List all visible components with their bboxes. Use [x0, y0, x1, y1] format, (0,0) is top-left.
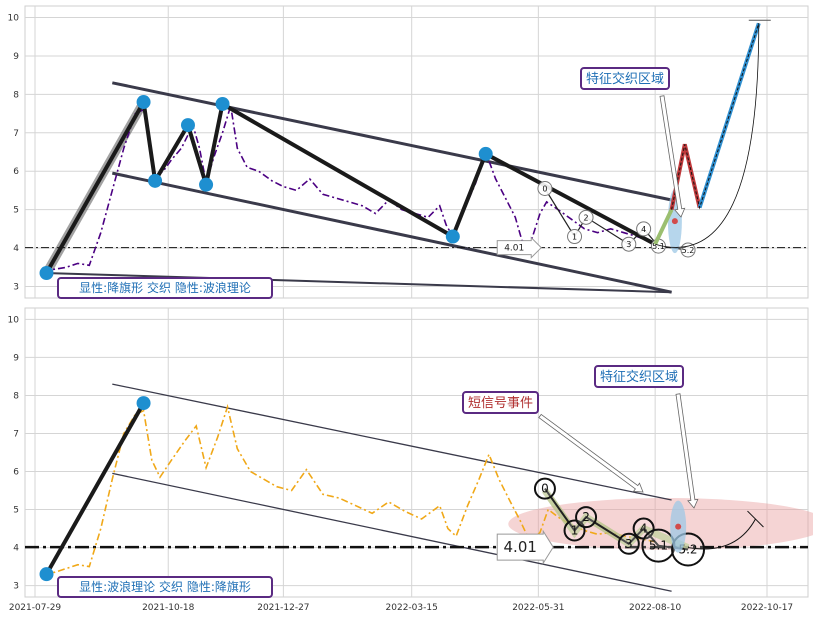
- feature-zone-dot: [671, 218, 678, 225]
- y-tick-label: 7: [13, 429, 19, 439]
- wave-label: 0: [542, 185, 547, 194]
- wave-label: 2: [582, 510, 590, 524]
- wave-label: 1: [571, 523, 579, 537]
- signal-zone: [508, 497, 813, 550]
- y-tick-label: 5: [13, 206, 19, 216]
- wave-marker: [537, 181, 553, 196]
- projection-arc: [687, 518, 756, 550]
- zigzag-line: [44, 402, 146, 576]
- wave-label: 5.2: [682, 246, 695, 255]
- wave-label: 5.1: [652, 242, 665, 251]
- wave-label: 3: [625, 537, 633, 551]
- wave-marker: [621, 236, 637, 252]
- feature-zone-dot: [675, 523, 682, 530]
- y-tick-label: 7: [13, 129, 19, 139]
- feature-zone-arrow: [659, 95, 686, 218]
- short-signal-label-box: [462, 391, 539, 414]
- pivot-point: [39, 266, 54, 281]
- pivot-point: [215, 96, 230, 111]
- y-tick-label: 6: [13, 468, 19, 478]
- feature-zone-label: 特征交织区域: [600, 369, 678, 385]
- y-tick-label: 10: [8, 14, 20, 24]
- pivot-point: [180, 118, 195, 133]
- y-tick-label: 3: [13, 282, 19, 292]
- wave-label: 3: [626, 240, 631, 249]
- wave-marker: [617, 532, 640, 555]
- level-label-box: [496, 529, 554, 565]
- wave-marker: [578, 209, 594, 225]
- feature-zone-label: 特征交织区域: [586, 71, 664, 87]
- feature-zone-label-box: [580, 67, 670, 90]
- pattern-label: 显性:降旗形 交织 隐性:波浪理论: [79, 280, 251, 295]
- x-tick-label: 2021-12-27: [257, 603, 309, 613]
- y-tick-label: 8: [13, 391, 19, 401]
- feature-zone-arrow: [675, 393, 699, 509]
- pivot-point: [136, 396, 151, 411]
- y-tick-label: 10: [8, 315, 20, 325]
- y-tick-label: 9: [13, 353, 19, 363]
- wave-label: 2: [584, 213, 589, 222]
- y-tick-label: 4: [13, 544, 19, 554]
- wave-marker: [636, 221, 652, 237]
- x-tick-label: 2022-05-31: [512, 603, 564, 613]
- y-tick-label: 4: [13, 244, 19, 254]
- pivot-point: [445, 229, 460, 244]
- wave-label: 4: [640, 522, 648, 536]
- x-tick-label: 2021-10-18: [142, 603, 195, 613]
- pattern-label-box: [57, 277, 273, 299]
- pattern-label: 显性:波浪理论 交织 隐性:降旗形: [79, 579, 251, 594]
- wave-line: [544, 488, 689, 551]
- pivot-point: [39, 567, 54, 582]
- pivot-point: [148, 173, 163, 188]
- channel-base: [44, 272, 672, 294]
- y-tick-label: 6: [13, 167, 19, 177]
- x-tick-label: 2022-10-17: [741, 603, 793, 613]
- projection-cap: [747, 510, 764, 528]
- short-signal-label: 短信号事件: [468, 396, 533, 411]
- feature-zone-label-box: [594, 365, 684, 388]
- y-tick-label: 5: [13, 506, 19, 516]
- pivot-point: [478, 146, 493, 161]
- pivot-point: [199, 177, 214, 192]
- wave-label: 5.1: [649, 539, 668, 553]
- wave-marker: [575, 506, 598, 529]
- y-tick-label: 9: [13, 52, 19, 62]
- y-tick-label: 8: [13, 90, 19, 100]
- x-tick-label: 2022-03-15: [386, 603, 438, 613]
- channel-lower: [111, 171, 672, 294]
- x-tick-label: 2021-07-29: [9, 603, 62, 613]
- x-axis: 2021-07-29 2021-10-18 2021-12-27 2022-03-15…: [9, 603, 793, 613]
- wave-label: 4: [641, 225, 646, 234]
- wave-label: 1: [572, 233, 577, 242]
- x-tick-label: 2022-08-10: [629, 603, 682, 613]
- projection-blue: [697, 22, 761, 209]
- channel-upper: [112, 383, 672, 501]
- level-label: 4.01: [504, 538, 537, 556]
- projection-green: [653, 208, 674, 246]
- wave-label: 0: [541, 482, 549, 496]
- channel-lower: [112, 472, 672, 592]
- y-tick-label: 3: [13, 582, 19, 592]
- wave-marker: [567, 229, 583, 245]
- pivot-point: [136, 95, 151, 110]
- level-label-box: [496, 236, 542, 259]
- wave-marker: [533, 477, 556, 500]
- projection-arc: [655, 23, 760, 248]
- short-signal-arrow: [538, 413, 644, 493]
- pattern-label-box: [57, 576, 273, 598]
- channel-upper: [111, 81, 672, 202]
- level-label: 4.01: [504, 244, 524, 254]
